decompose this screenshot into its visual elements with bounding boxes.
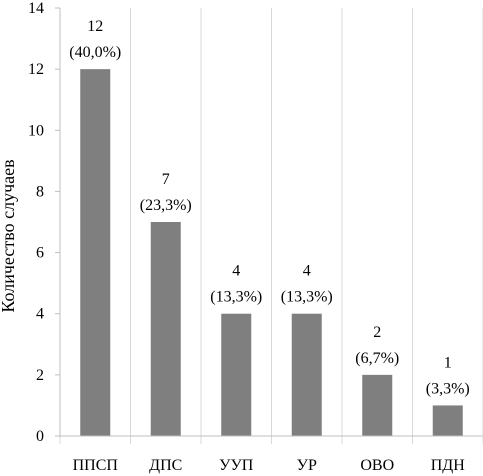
data-label-count: 2: [373, 324, 381, 341]
x-tick-label: ДПС: [149, 457, 182, 474]
y-tick-label: 0: [36, 428, 44, 445]
axes: [55, 7, 483, 437]
y-tick-labels: 0 2 4 6 8 10 12 14: [28, 0, 44, 445]
y-tick-label: 10: [28, 122, 44, 139]
y-tick-label: 2: [36, 367, 44, 384]
data-label-count: 1: [444, 354, 452, 371]
data-label-percent: (3,3%): [426, 380, 470, 397]
bar: [80, 69, 111, 437]
x-tick-label: УР: [297, 457, 317, 474]
bar: [150, 222, 181, 436]
y-tick-label: 4: [36, 306, 44, 323]
y-tick-label: 8: [36, 183, 44, 200]
grid-lines: [59, 8, 483, 444]
y-tick-label: 14: [28, 0, 44, 17]
bars: [80, 69, 463, 437]
x-tick-label: УУП: [219, 457, 254, 474]
x-tick-label: ОВО: [360, 457, 394, 474]
y-axis-title: Количество случаев: [0, 159, 18, 312]
bar: [362, 374, 393, 436]
data-label-count: 4: [303, 263, 311, 280]
bar: [432, 405, 463, 436]
x-tick-label: ПДН: [431, 457, 465, 474]
bar: [221, 313, 252, 436]
x-tick-label: ППСП: [73, 457, 119, 474]
data-label-count: 7: [162, 171, 170, 188]
bar: [291, 313, 322, 436]
data-label-percent: (13,3%): [210, 289, 262, 306]
data-label-count: 4: [232, 263, 240, 280]
y-tick-label: 6: [36, 245, 44, 262]
x-tick-labels: ППСП ДПС УУП УР ОВО ПДН: [73, 457, 466, 474]
y-tick-label: 12: [28, 61, 44, 78]
data-label-percent: (40,0%): [69, 44, 121, 61]
data-label-percent: (23,3%): [140, 197, 192, 214]
data-label-percent: (6,7%): [355, 350, 399, 367]
data-label-percent: (13,3%): [281, 289, 333, 306]
data-label-count: 12: [87, 18, 103, 35]
data-labels: 12 (40,0%) 7 (23,3%) 4 (13,3%) 4 (13,3%) 2 (6,7%)…: [69, 18, 469, 397]
